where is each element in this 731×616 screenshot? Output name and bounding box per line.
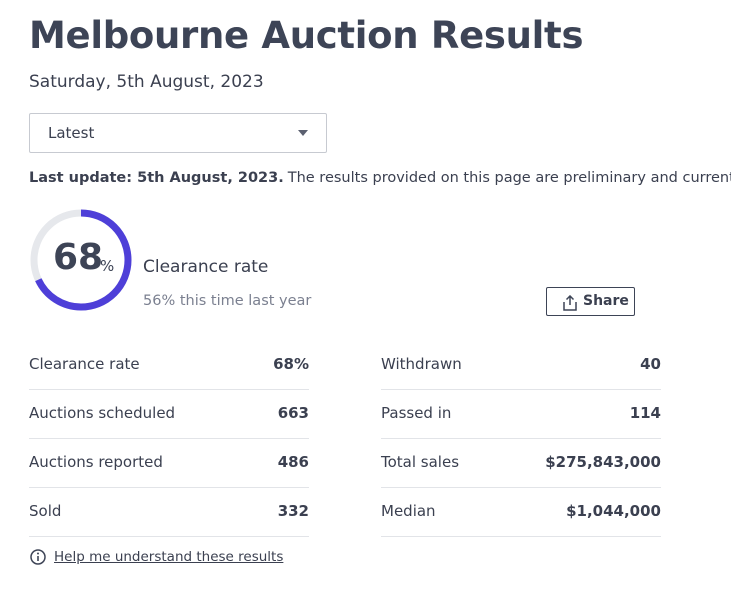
summary-label: Clearance rate	[143, 257, 269, 277]
stats-table-left: Clearance rate 68% Auctions scheduled 663 Au…	[29, 341, 309, 537]
gauge	[30, 209, 132, 311]
stat-value: 486	[277, 453, 309, 471]
share-label: Share	[583, 293, 629, 309]
notice-text: The results provided on this page are pr…	[287, 170, 731, 186]
stat-value: $275,843,000	[545, 453, 661, 471]
stat-label: Passed in	[381, 404, 452, 422]
stat-value: 40	[640, 355, 661, 373]
share-button[interactable]: Share	[546, 287, 635, 316]
gauge-arc	[30, 209, 132, 311]
stat-value: 114	[629, 404, 661, 422]
stat-value: 68%	[273, 355, 309, 373]
gauge-unit: %	[100, 257, 115, 275]
stats-table-right: Withdrawn 40 Passed in 114 Total sales $275,8…	[381, 341, 661, 537]
stat-row: Sold 332	[29, 488, 309, 537]
dropdown-value: Latest	[48, 124, 95, 142]
stat-label: Clearance rate	[29, 355, 140, 373]
stat-label: Median	[381, 502, 436, 520]
stat-row: Auctions reported 486	[29, 439, 309, 488]
stat-row: Total sales $275,843,000	[381, 439, 661, 488]
stat-row: Median $1,044,000	[381, 488, 661, 537]
notice-label: Last update: 5th August, 2023.	[29, 170, 284, 186]
gauge-value: 68	[53, 237, 104, 278]
stat-value: 663	[277, 404, 309, 422]
stat-row: Auctions scheduled 663	[29, 390, 309, 439]
share-icon	[563, 295, 577, 311]
notice: Last update: 5th August, 2023. The result…	[29, 170, 731, 186]
stat-value: 332	[277, 502, 309, 520]
stat-value: $1,044,000	[566, 502, 661, 520]
dropdown-arrow	[298, 130, 308, 136]
stat-label: Sold	[29, 502, 62, 520]
stat-label: Auctions scheduled	[29, 404, 176, 422]
stat-row: Passed in 114	[381, 390, 661, 439]
date: Saturday, 5th August, 2023	[29, 72, 264, 92]
stat-row: Clearance rate 68%	[29, 341, 309, 390]
stat-label: Withdrawn	[381, 355, 462, 373]
stat-label: Auctions reported	[29, 453, 163, 471]
stat-row: Withdrawn 40	[381, 341, 661, 390]
dropdown[interactable]: Latest	[29, 113, 327, 153]
help-label: Help me understand these results	[54, 549, 284, 565]
stat-label: Total sales	[381, 453, 460, 471]
summary-comparison: 56% this time last year	[143, 293, 312, 309]
info-icon	[30, 549, 46, 565]
page-title: Melbourne Auction Results	[29, 14, 584, 57]
help-link[interactable]: Help me understand these results	[29, 548, 283, 570]
